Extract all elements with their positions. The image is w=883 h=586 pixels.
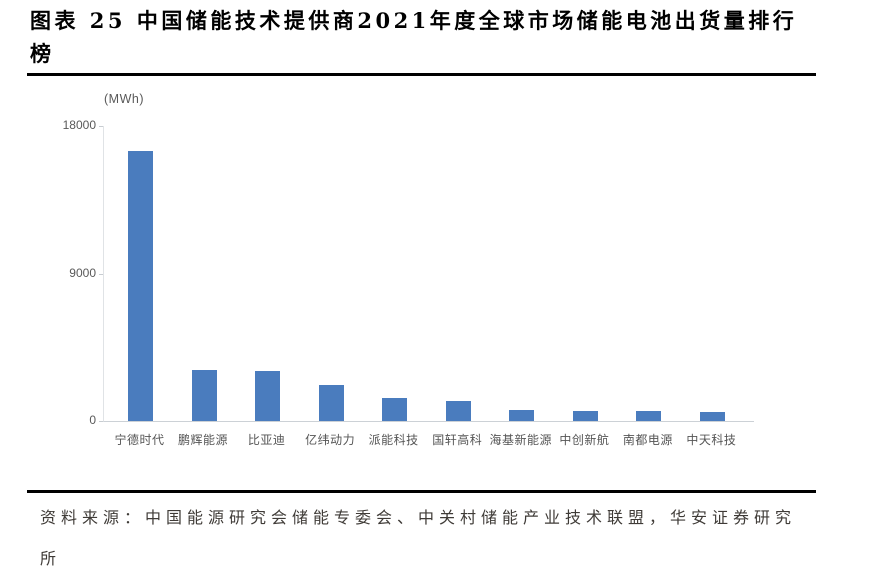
bar (572, 411, 598, 421)
bar (255, 371, 281, 421)
y-axis-tick-mark (99, 273, 103, 275)
y-axis-tick-mark (99, 126, 103, 127)
bar (318, 385, 344, 421)
x-axis-label: 派能科技 (368, 433, 419, 447)
x-axis-label: 鹏辉能源 (178, 433, 229, 447)
bar (382, 398, 408, 421)
y-axis-tick-label: 18000 (62, 118, 96, 132)
bar (191, 370, 217, 421)
figure-title: 图表 25 中国储能技术提供商2021年度全球市场储能电池出货量排行 榜 (30, 4, 840, 70)
x-axis-label: 国轩高科 (432, 433, 483, 447)
plot-area (103, 126, 754, 422)
title-separator-line (27, 73, 816, 76)
x-axis-label: 中天科技 (686, 433, 737, 447)
bar (128, 151, 153, 421)
bar (509, 410, 535, 421)
y-axis-unit-label: (MWh) (104, 92, 144, 106)
x-axis-label: 南都电源 (622, 433, 673, 447)
bar (636, 411, 662, 421)
y-axis-tick-label: 0 (89, 413, 96, 427)
footer-separator-line (27, 490, 816, 493)
x-axis-label: 中创新航 (559, 433, 610, 447)
x-axis-label: 亿纬动力 (305, 433, 356, 447)
figure-title-line2: 榜 (30, 41, 55, 66)
bar (445, 401, 471, 421)
figure-title-line1: 图表 25 中国储能技术提供商2021年度全球市场储能电池出货量排行 (30, 8, 798, 33)
x-axis-label: 比亚迪 (247, 433, 286, 447)
bar (699, 412, 725, 421)
x-axis-label: 宁德时代 (114, 433, 165, 447)
source-note-line1: 资料来源：中国能源研究会储能专委会、中关村储能产业技术联盟，华安证券研究 (40, 508, 797, 527)
bar-chart: (MWh) 18000 9000 0 宁德时代 鹏辉能源 比亚迪 亿纬动力 派能科技 国轩高科海… (62, 92, 754, 447)
x-axis-label: 海基新能源 (489, 433, 553, 447)
source-note-line2: 所 (40, 549, 62, 568)
source-note: 资料来源：中国能源研究会储能专委会、中关村储能产业技术联盟，华安证券研究 所 (40, 497, 840, 579)
y-axis-tick-label: 9000 (69, 265, 96, 280)
y-axis-tick-mark (99, 421, 103, 422)
